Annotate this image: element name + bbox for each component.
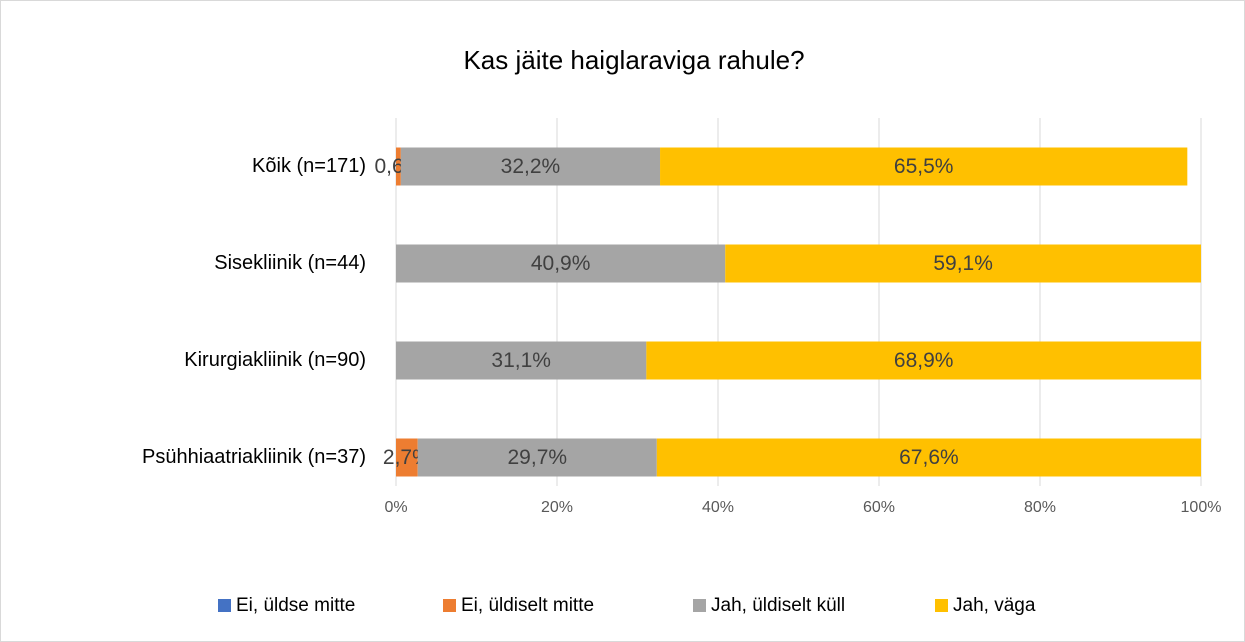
category-label: Psühhiaatriakliinik (n=37) <box>142 446 366 468</box>
legend-label: Ei, üldse mitte <box>236 595 355 616</box>
legend-swatch <box>443 599 456 612</box>
category-label: Kirurgiakliinik (n=90) <box>184 349 366 371</box>
category-label: Sisekliinik (n=44) <box>214 252 366 274</box>
legend-label: Jah, väga <box>953 595 1036 616</box>
legend-swatch <box>693 599 706 612</box>
legend-swatch <box>935 599 948 612</box>
legend-swatch <box>218 599 231 612</box>
bar-segment <box>656 438 1201 477</box>
bar-segment <box>660 147 1188 186</box>
x-tick-label: 20% <box>541 499 573 516</box>
chart-title: Kas jäite haiglaraviga rahule? <box>463 45 804 75</box>
data-label: 67,6% <box>899 446 959 469</box>
bar-segment <box>400 147 661 186</box>
data-label: 32,2% <box>501 155 561 178</box>
bar-segment <box>725 244 1201 283</box>
category-label: Kõik (n=171) <box>252 155 366 177</box>
data-label: 40,9% <box>531 252 591 275</box>
bar-segment <box>646 341 1201 380</box>
bar-segment <box>396 341 647 380</box>
data-label: 31,1% <box>491 349 551 372</box>
data-label: 68,9% <box>894 349 954 372</box>
legend-label: Ei, üldiselt mitte <box>461 595 594 616</box>
data-label: 29,7% <box>508 446 568 469</box>
x-tick-label: 40% <box>702 499 734 516</box>
bar-segment <box>417 438 657 477</box>
legend-label: Jah, üldiselt küll <box>711 595 845 616</box>
data-label: 59,1% <box>933 252 993 275</box>
bar-segment <box>396 438 418 477</box>
x-tick-label: 0% <box>384 499 407 516</box>
bar-segment <box>396 244 726 283</box>
data-label: 65,5% <box>894 155 954 178</box>
bar-segment <box>396 147 401 186</box>
x-tick-label: 60% <box>863 499 895 516</box>
x-tick-label: 100% <box>1181 499 1222 516</box>
x-tick-label: 80% <box>1024 499 1056 516</box>
